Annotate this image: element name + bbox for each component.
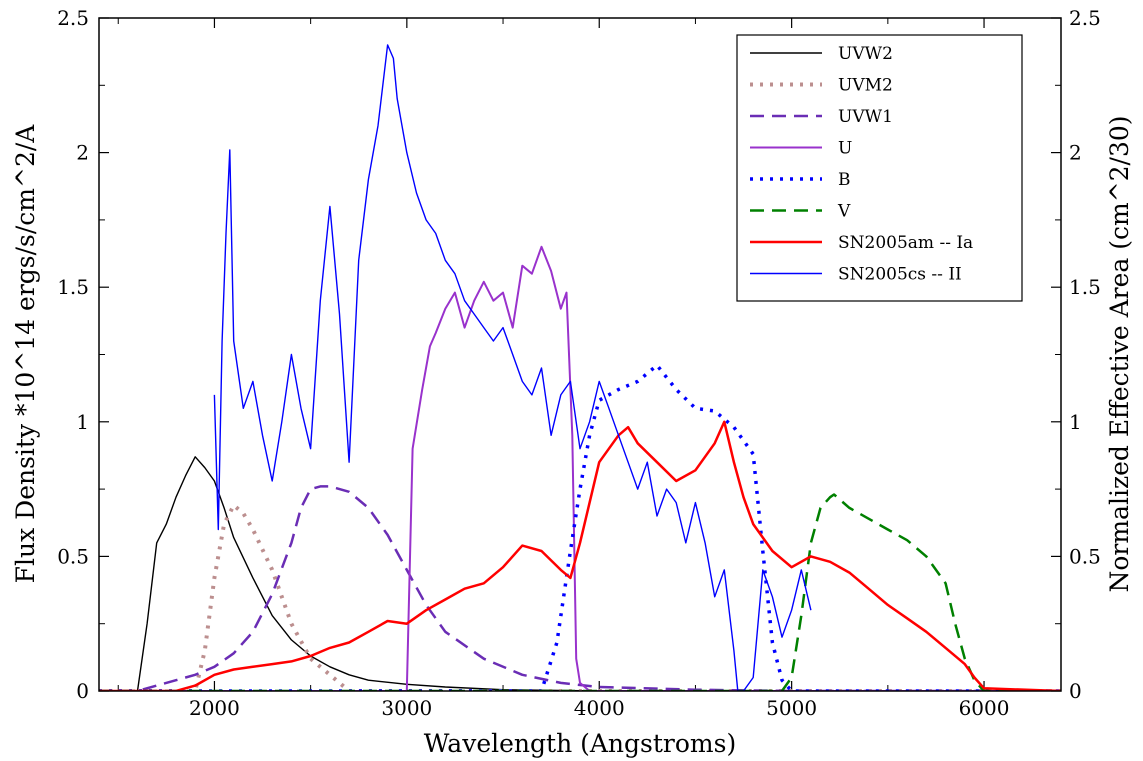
x-tick-label: 3000 — [381, 696, 432, 720]
legend-label-v: V — [837, 202, 851, 222]
series-line-uvw1 — [99, 485, 1061, 691]
series-line-sn2005cs-ii — [213, 44, 812, 691]
y-right-tick-label: 1 — [1069, 410, 1082, 434]
series-line-sn2005am-ia — [99, 420, 1061, 691]
legend-label-sn2005cs-ii: SN2005cs -- II — [838, 265, 962, 285]
series-line-uvm2 — [99, 503, 1061, 691]
y-tick-label: 2.5 — [57, 6, 89, 30]
x-tick-label: 2000 — [189, 696, 240, 720]
y-right-tick-label: 0.5 — [1069, 544, 1101, 568]
y-axis-title: Flux Density *10^14 ergs/s/cm^2/A — [11, 124, 40, 584]
y-tick-label: 2 — [76, 141, 89, 165]
series-layer — [99, 44, 1061, 691]
y-tick-label: 0 — [76, 679, 89, 703]
ticks-layer: 2000 3000 4000 5000 6000 0 0.5 1 1.5 2 2.5 0 0.5 1 1.5… — [57, 6, 1101, 720]
legend: UVW2 UVM2 UVW1 UBV SN2005am -- Ia SN2005cs --… — [736, 34, 1023, 302]
y-axis-title-right: Normalized Effective Area (cm^2/30) — [1105, 115, 1134, 592]
legend-label-uvw1: UVW1 — [838, 107, 893, 127]
series-line-v — [99, 493, 1061, 691]
y-right-tick-label: 2 — [1069, 141, 1082, 165]
y-right-tick-label: 2.5 — [1069, 6, 1101, 30]
series-line-b — [99, 363, 1061, 691]
x-tick-label: 4000 — [574, 696, 625, 720]
y-right-tick-label: 1.5 — [1069, 275, 1101, 299]
series-line-uvw2 — [99, 456, 1061, 691]
legend-label-b: B — [838, 170, 851, 190]
legend-label-sn2005am-ia: SN2005am -- Ia — [838, 233, 973, 253]
legend-label-uvw2: UVW2 — [838, 44, 893, 64]
y-tick-label: 1.5 — [57, 275, 89, 299]
y-tick-label: 0.5 — [57, 544, 89, 568]
legend-label-uvm2: UVM2 — [838, 76, 893, 96]
x-axis-title: Wavelength (Angstroms) — [424, 729, 736, 758]
y-right-tick-label: 0 — [1069, 679, 1082, 703]
x-tick-label: 5000 — [766, 696, 817, 720]
x-tick-label: 6000 — [959, 696, 1010, 720]
plot-frame — [98, 17, 1062, 692]
y-tick-label: 1 — [76, 410, 89, 434]
series-line-u — [99, 245, 1061, 691]
legend-box — [736, 34, 1023, 302]
legend-label-u: U — [838, 139, 852, 159]
